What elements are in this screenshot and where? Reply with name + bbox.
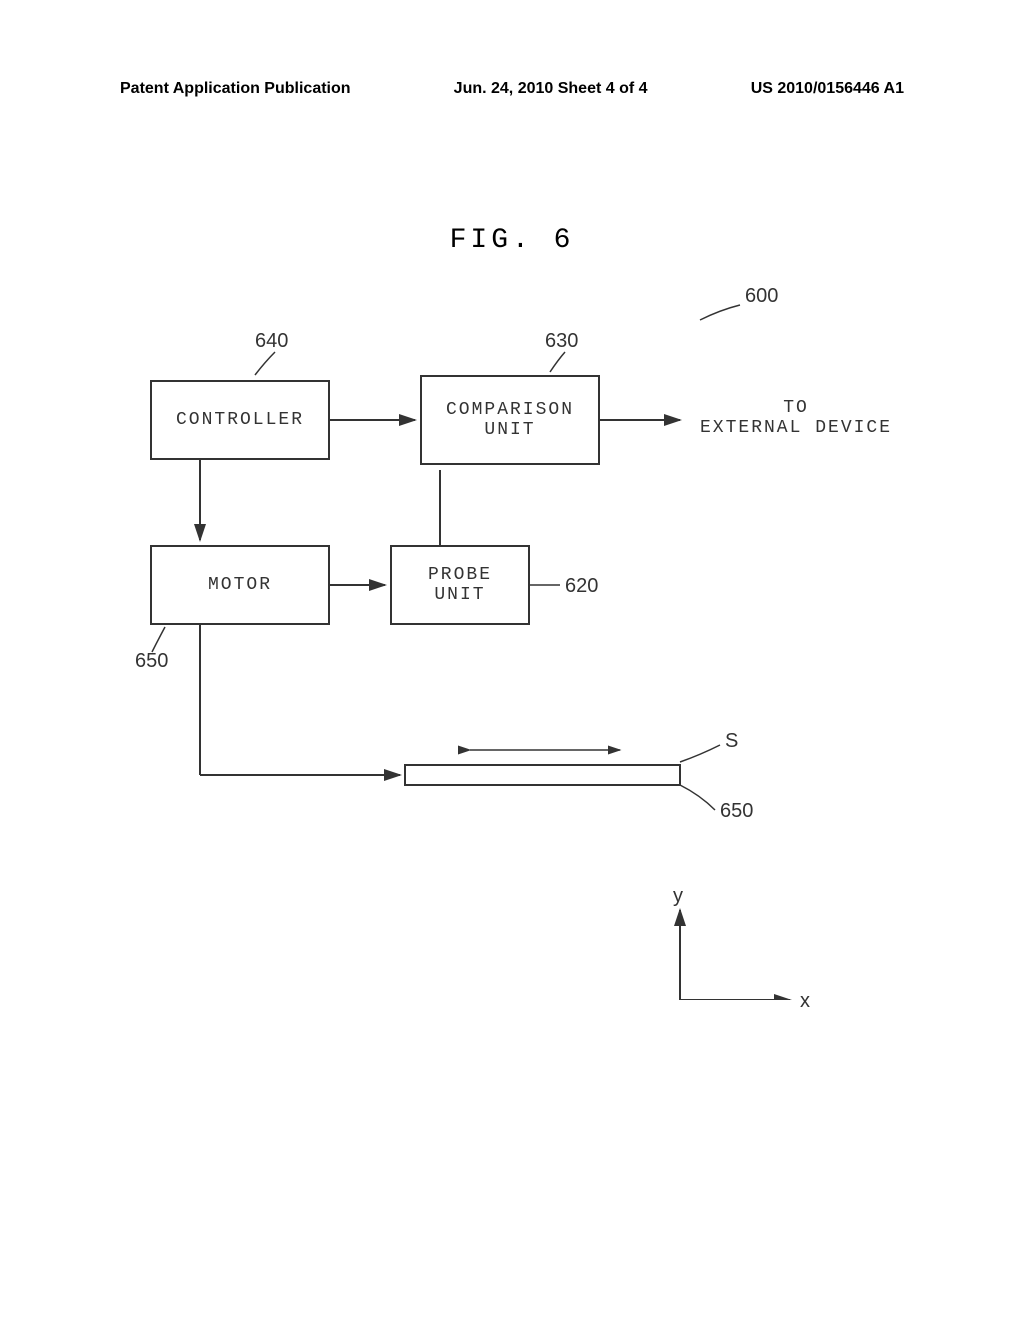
- axis-y-label: y: [673, 885, 683, 908]
- block-controller-label: CONTROLLER: [176, 410, 304, 430]
- ref-630: 630: [545, 330, 578, 353]
- block-probe: PROBE UNIT: [390, 545, 530, 625]
- header-left: Patent Application Publication: [120, 80, 351, 98]
- block-probe-label: PROBE UNIT: [428, 565, 492, 605]
- ref-600: 600: [745, 285, 778, 308]
- axis-x-label: x: [800, 990, 810, 1013]
- header-center: Jun. 24, 2010 Sheet 4 of 4: [454, 80, 648, 98]
- ref-650-motor: 650: [135, 650, 168, 673]
- block-comparison-label: COMPARISON UNIT: [446, 400, 574, 440]
- figure-title: FIG. 6: [450, 225, 575, 256]
- substrate-label: S: [725, 730, 738, 753]
- output-label: TO EXTERNAL DEVICE: [700, 398, 892, 438]
- ref-640: 640: [255, 330, 288, 353]
- block-comparison: COMPARISON UNIT: [420, 375, 600, 465]
- header-right: US 2010/0156446 A1: [751, 80, 904, 98]
- page-header: Patent Application Publication Jun. 24, …: [0, 80, 1024, 98]
- block-motor: MOTOR: [150, 545, 330, 625]
- ref-620: 620: [565, 575, 598, 598]
- ref-650-substrate: 650: [720, 800, 753, 823]
- block-motor-label: MOTOR: [208, 575, 272, 595]
- block-controller: CONTROLLER: [150, 380, 330, 460]
- diagram: CONTROLLER 640 COMPARISON UNIT 630 MOTOR…: [0, 300, 1024, 1000]
